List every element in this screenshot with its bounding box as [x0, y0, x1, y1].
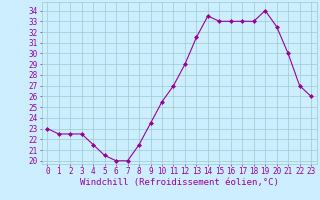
X-axis label: Windchill (Refroidissement éolien,°C): Windchill (Refroidissement éolien,°C): [80, 178, 279, 187]
